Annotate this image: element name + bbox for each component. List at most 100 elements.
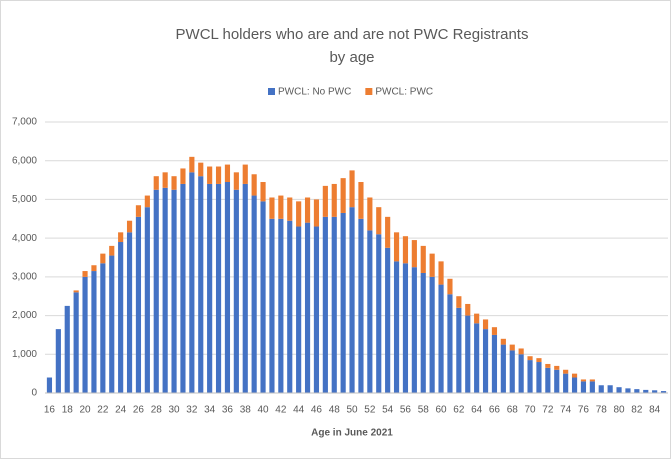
x-tick-label: 70 bbox=[524, 405, 536, 416]
bar-segment bbox=[491, 327, 498, 335]
bar-segment bbox=[144, 195, 150, 208]
bar-segment bbox=[554, 369, 560, 393]
bar-segment bbox=[180, 168, 186, 184]
legend-label: PWCL: PWC bbox=[375, 87, 433, 98]
x-tick-label: 54 bbox=[382, 405, 394, 416]
bar-segment bbox=[242, 183, 248, 393]
bar-segment bbox=[358, 182, 364, 219]
bar-segment bbox=[563, 373, 569, 393]
x-axis-label: Age in June 2021 bbox=[311, 428, 393, 439]
bar-segment bbox=[100, 253, 106, 264]
bar-segment bbox=[509, 344, 515, 351]
bar-segment bbox=[500, 344, 506, 393]
bar-segment bbox=[402, 263, 409, 393]
bar-segment bbox=[55, 329, 61, 393]
bar-segment bbox=[509, 350, 515, 393]
bar-segment bbox=[447, 294, 453, 393]
bar-segment bbox=[109, 255, 115, 393]
bar-segment bbox=[64, 305, 70, 393]
bar-segment bbox=[153, 176, 159, 190]
bar-segment bbox=[304, 222, 311, 393]
x-tick-label: 34 bbox=[204, 405, 216, 416]
x-tick-label: 64 bbox=[471, 405, 483, 416]
bar-segment bbox=[224, 182, 231, 393]
x-tick-label: 24 bbox=[115, 405, 127, 416]
bar-segment bbox=[162, 187, 168, 393]
x-tick-label: 80 bbox=[613, 405, 625, 416]
bar-segment bbox=[402, 236, 409, 264]
x-tick-label: 60 bbox=[435, 405, 447, 416]
bar-segment bbox=[367, 230, 373, 393]
bar-segment bbox=[171, 189, 177, 393]
bar-segment bbox=[242, 164, 248, 184]
bar-segment bbox=[518, 354, 524, 393]
bar-segment bbox=[260, 201, 266, 393]
bar-segment bbox=[224, 164, 231, 183]
bar-segment bbox=[465, 303, 471, 316]
y-tick-label: 5,000 bbox=[12, 194, 37, 205]
bar-segment bbox=[126, 220, 133, 233]
bar-segment bbox=[518, 348, 524, 355]
bar-segment bbox=[545, 363, 551, 368]
bar-segment bbox=[171, 176, 177, 190]
bar-segment bbox=[198, 176, 204, 393]
bar-segment bbox=[580, 379, 587, 382]
bar-segment bbox=[278, 218, 284, 393]
bar-segment bbox=[420, 272, 426, 393]
bar-segment bbox=[349, 170, 355, 208]
bar-segment bbox=[438, 261, 444, 285]
x-tick-label: 76 bbox=[578, 405, 590, 416]
bar-segment bbox=[482, 329, 489, 393]
bar-segment bbox=[296, 226, 302, 393]
bar-segment bbox=[376, 234, 382, 393]
bar-segment bbox=[331, 183, 337, 217]
x-tick-label: 40 bbox=[257, 405, 269, 416]
bar-segment bbox=[313, 199, 320, 227]
bar-segment bbox=[189, 156, 195, 173]
bar-segment bbox=[527, 356, 533, 361]
bar-segment bbox=[126, 232, 133, 393]
x-tick-label: 78 bbox=[596, 405, 608, 416]
bar-segment bbox=[429, 253, 435, 277]
bar-segment bbox=[554, 365, 560, 370]
bar-segment bbox=[269, 218, 275, 393]
x-tick-label: 66 bbox=[489, 405, 501, 416]
bar-segment bbox=[545, 367, 551, 393]
x-tick-label: 42 bbox=[275, 405, 287, 416]
bar-segment bbox=[73, 290, 79, 293]
bar-segment bbox=[162, 172, 168, 188]
bar-segment bbox=[563, 369, 569, 374]
chart-title: by age bbox=[329, 49, 374, 66]
bar-segment bbox=[385, 216, 391, 248]
bar-segment bbox=[456, 307, 462, 393]
bar-segment bbox=[527, 360, 533, 393]
bar-segment bbox=[465, 315, 471, 393]
y-tick-label: 4,000 bbox=[12, 233, 37, 244]
bar-segment bbox=[607, 385, 613, 393]
bar-segment bbox=[46, 377, 53, 393]
x-tick-label: 72 bbox=[542, 405, 554, 416]
bar-segment bbox=[207, 166, 213, 184]
x-tick-label: 82 bbox=[631, 405, 643, 416]
bar-segment bbox=[625, 388, 631, 393]
bar-segment bbox=[491, 334, 498, 393]
bar-segment bbox=[474, 313, 480, 324]
bar-segment bbox=[180, 183, 186, 393]
bar-segment bbox=[571, 373, 578, 378]
bar-segment bbox=[118, 232, 124, 243]
x-tick-label: 22 bbox=[97, 405, 109, 416]
bar-segment bbox=[643, 389, 649, 393]
x-tick-label: 36 bbox=[222, 405, 234, 416]
bar-segment bbox=[536, 362, 542, 393]
x-tick-label: 20 bbox=[79, 405, 91, 416]
bar-segment bbox=[260, 182, 266, 202]
bar-segment bbox=[571, 377, 578, 393]
x-tick-label: 48 bbox=[329, 405, 341, 416]
bar-segment bbox=[118, 242, 124, 393]
bar-segment bbox=[652, 390, 658, 393]
x-tick-label: 62 bbox=[453, 405, 465, 416]
chart-title: PWCL holders who are and are not PWC Reg… bbox=[176, 26, 529, 43]
x-tick-label: 84 bbox=[649, 405, 661, 416]
x-tick-label: 16 bbox=[44, 405, 56, 416]
bar-segment bbox=[313, 226, 320, 393]
